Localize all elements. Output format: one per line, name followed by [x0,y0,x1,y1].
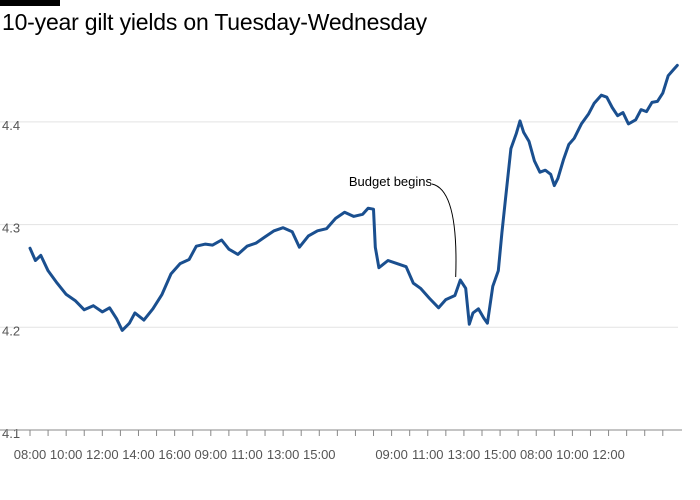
x-tick-label: 10:00 [50,447,83,462]
x-axis: 08:00 10:00 12:00 14:00 16:00 09:00 11:00 13:00… [0,429,682,462]
gridlines [0,121,678,328]
y-tick-label: 4.3 [2,221,20,236]
brand-bar [0,0,60,6]
x-tick-label: 12:00 [86,447,119,462]
x-tick-label: 11:00 [231,447,263,462]
x-tick-label: 16:00 [158,447,191,462]
x-tick-label: 12:00 [592,447,625,462]
x-tick-label: 13:00 [267,447,300,462]
x-tick-label: 10:00 [556,447,589,462]
x-tick-label: 15:00 [303,447,336,462]
series-line [28,63,679,332]
annotation-label: Budget begins [349,174,433,189]
y-axis: 4.1 4.2 4.3 4.4 [2,118,20,441]
x-tick-label: 14:00 [122,447,155,462]
x-tick-label: 09:00 [195,447,228,462]
x-tick-label: 08:00 [520,447,553,462]
annotation: Budget begins [349,174,457,278]
x-tick-label: 08:00 [14,447,47,462]
series [28,63,679,332]
x-tick-label: 15:00 [484,447,517,462]
annotation-leader [431,183,457,278]
chart-title: 10-year gilt yields on Tuesday-Wednesday [2,9,427,35]
x-tick-label: 09:00 [375,447,408,462]
x-tick-label: 11:00 [412,447,444,462]
y-tick-label: 4.2 [2,323,20,338]
y-tick-label: 4.4 [2,118,20,133]
x-tick-label: 13:00 [448,447,481,462]
y-tick-label: 4.1 [2,426,20,441]
